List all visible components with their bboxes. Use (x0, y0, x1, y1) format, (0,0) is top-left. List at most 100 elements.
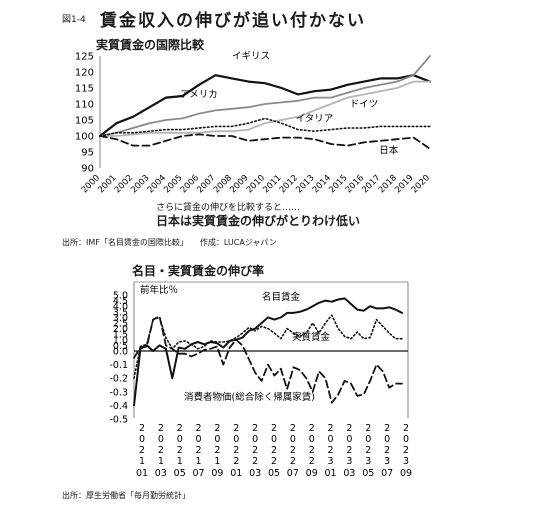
chart2-x-tick-year-digit: 0 (139, 434, 145, 445)
chart2-series-line-2 (133, 315, 403, 404)
chart2-x-tick-month: 07 (287, 468, 299, 479)
chart2-x-tick-year-digit: 0 (328, 434, 334, 445)
chart2-x-tick-year-digit: 2 (328, 445, 334, 456)
chart2-y-axis-unit: 前年比％ (140, 284, 178, 296)
chart2-x-tick-year-digit: 2 (177, 423, 183, 434)
chart2-x-tick-month: 05 (174, 468, 186, 479)
chart2-y-tick-label: 0.5 (113, 341, 128, 352)
chart1-y-tick-label: 110 (75, 100, 94, 111)
chart2-x-tick-year-digit: 2 (346, 445, 352, 456)
chart1-y-tick-label: 115 (75, 84, 94, 95)
chart2-x-tick-year-digit: 2 (403, 423, 409, 434)
chart2-y-tick-label: 2.0 (113, 324, 128, 335)
chart2-series-label: 実質賃金 (292, 331, 331, 343)
chart2-x-tick-year-digit: 2 (233, 445, 239, 456)
chart2-x-tick-year-digit: 0 (403, 434, 409, 445)
chart2-x-tick-year-digit: 2 (328, 423, 334, 434)
chart2-title: 名目・実質賃金の伸び率 (132, 264, 265, 278)
chart1-series-line-3 (99, 117, 431, 137)
chart2-x-tick-year-digit: 2 (139, 445, 145, 456)
chart2-x-tick-year-digit: 2 (252, 445, 258, 456)
chart2-x-tick-year-digit: 2 (233, 456, 239, 467)
chart2-x-tick-year-digit: 2 (139, 423, 145, 434)
chart2-x-tick-year-digit: 2 (158, 423, 164, 434)
chart2-x-tick-year-digit: 2 (196, 445, 202, 456)
chart2-x-tick-year-digit: 0 (384, 434, 390, 445)
chart2-x-tick-year-digit: 0 (365, 434, 371, 445)
chart1-series-line-4 (99, 133, 431, 150)
chart1-series-line-1 (99, 55, 431, 137)
chart1-y-tick-label: 100 (75, 132, 94, 143)
chart1-y-tick-label: 105 (75, 116, 94, 127)
chart2-x-tick-month: 09 (400, 468, 412, 479)
chart2-y-tick-label: -0.5 (109, 415, 128, 426)
chart2-x-tick-year-digit: 2 (214, 445, 220, 456)
chart1-series-line-0 (98, 74, 432, 138)
chart2-x-tick-month: 09 (211, 468, 223, 479)
chart2-series-label: 消費者物価(総合除く帰属家賃) (184, 391, 315, 403)
chart2-x-tick-year-digit: 2 (309, 456, 315, 467)
chart2-series-line-0 (133, 297, 403, 407)
caption-bold: 日本は実質賃金の伸びがとりわけ低い (156, 214, 361, 228)
chart2-x-tick-year-digit: 1 (177, 456, 183, 467)
chart2-x-tick-year-digit: 2 (403, 445, 409, 456)
chart2-x-tick-month: 01 (325, 468, 337, 479)
chart2-series-line-1 (133, 314, 403, 380)
chart2-x-tick-year-digit: 2 (196, 423, 202, 434)
chart2-x-tick-year-digit: 1 (158, 456, 164, 467)
chart1-series-label: アメリカ (180, 90, 218, 101)
chart2-x-tick-year-digit: 2 (384, 423, 390, 434)
chart2-x-tick-year-digit: 2 (233, 423, 239, 434)
chart2-x-tick-year-digit: 2 (271, 445, 277, 456)
chart2-x-tick-year-digit: 2 (290, 456, 296, 467)
chart2-x-tick-year-digit: 3 (384, 456, 390, 467)
chart1-series-line-2 (99, 80, 431, 137)
chart2-x-tick-year-digit: 2 (177, 445, 183, 456)
chart2-x-tick-year-digit: 2 (365, 423, 371, 434)
chart2-x-tick-year-digit: 0 (233, 434, 239, 445)
chart2-x-tick-month: 07 (381, 468, 393, 479)
chart2-x-tick-year-digit: 1 (139, 456, 145, 467)
chart2-x-tick-year-digit: 1 (214, 456, 220, 467)
chart2-x-tick-year-digit: 2 (214, 423, 220, 434)
chart1-y-tick-label: 95 (81, 148, 94, 159)
chart2-x-tick-year-digit: 0 (196, 434, 202, 445)
chart2-y-tick-label: -0.3 (109, 387, 128, 398)
chart2-y-tick-label: 1.5 (113, 330, 128, 341)
chart2-x-tick-year-digit: 2 (309, 423, 315, 434)
chart1-series-label: ドイツ (350, 99, 379, 110)
caption-small: さらに賃金の伸びを比較すると…… (156, 203, 301, 213)
chart2-x-tick-month: 07 (193, 468, 205, 479)
chart2-y-tick-label: 2.5 (113, 319, 128, 330)
chart1-series-label: イギリス (232, 51, 270, 62)
chart2-x-tick-month: 01 (136, 468, 148, 479)
chart2-x-tick-year-digit: 0 (290, 434, 296, 445)
chart2-x-tick-year-digit: 3 (328, 456, 334, 467)
chart2-x-tick-year-digit: 2 (384, 445, 390, 456)
chart2-series-label: 名目賃金 (262, 291, 301, 303)
chart2-x-tick-month: 03 (343, 468, 355, 479)
chart2-x-tick-year-digit: 0 (271, 434, 277, 445)
chart2-x-tick-year-digit: 2 (309, 445, 315, 456)
chart2-x-tick-year-digit: 3 (403, 456, 409, 467)
chart2-x-tick-month: 03 (155, 468, 167, 479)
chart2-x-tick-year-digit: 0 (158, 434, 164, 445)
chart2-x-tick-year-digit: 2 (158, 445, 164, 456)
chart2-x-tick-year-digit: 2 (271, 456, 277, 467)
chart2-x-tick-year-digit: 0 (252, 434, 258, 445)
chart2-x-tick-year-digit: 0 (309, 434, 315, 445)
chart2-x-tick-month: 09 (306, 468, 318, 479)
chart2-x-tick-year-digit: 2 (252, 423, 258, 434)
